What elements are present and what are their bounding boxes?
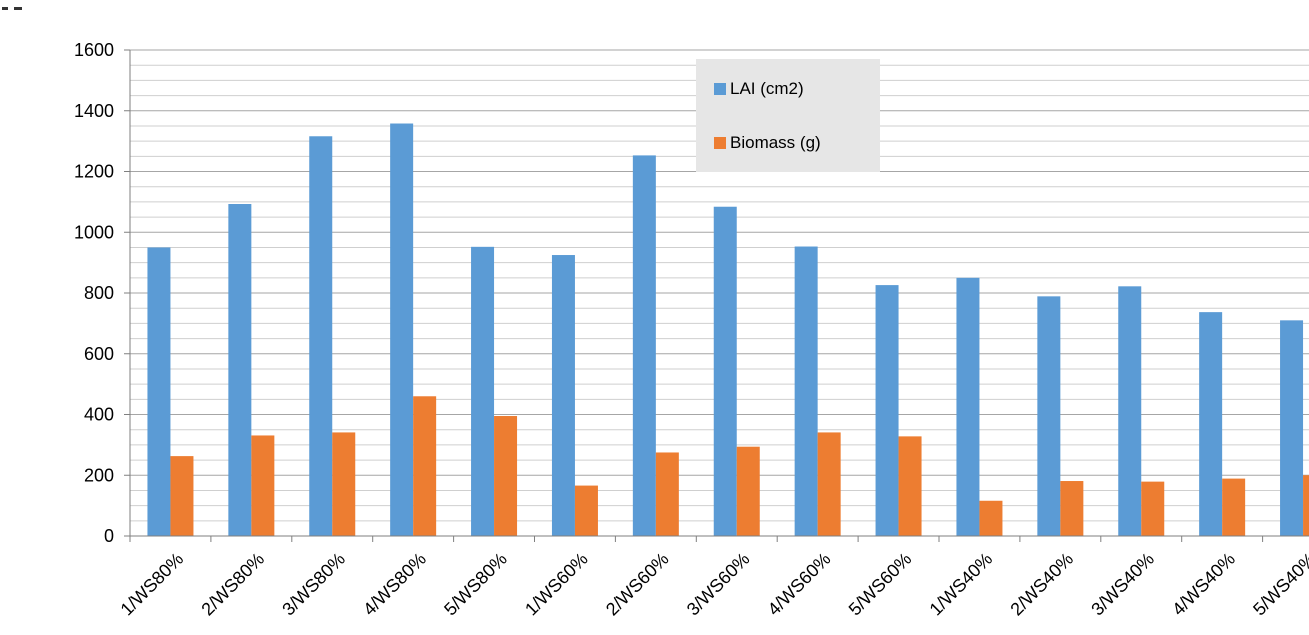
legend-label-biomass: Biomass (g) xyxy=(730,133,821,152)
x-tick-label: 5/WS60% xyxy=(845,549,916,620)
y-tick-label: 1600 xyxy=(74,40,114,60)
y-tick-label: 200 xyxy=(84,465,114,485)
bar-lai-15 xyxy=(1280,320,1304,536)
bar-lai-11 xyxy=(956,277,980,536)
x-tick-label: 4/WS40% xyxy=(1168,549,1239,620)
bar-biomass-2 xyxy=(251,435,275,536)
bar-biomass-13 xyxy=(1141,481,1165,536)
bar-lai-5 xyxy=(471,246,495,536)
bar-lai-8 xyxy=(713,206,737,537)
y-tick-label: 400 xyxy=(84,405,114,425)
x-tick-labels: 1/WS80% 2/WS80% 3/WS80% 4/WS80% 5/WS80% 1/WS6… xyxy=(117,549,1309,620)
bar-biomass-14 xyxy=(1222,478,1246,536)
bar-lai-10 xyxy=(875,285,899,536)
bar-lai-3 xyxy=(309,136,333,536)
bar-lai-1 xyxy=(147,247,171,536)
y-tick-label: 0 xyxy=(104,526,114,546)
x-tick-label: 3/WS40% xyxy=(1087,549,1158,620)
bar-biomass-6 xyxy=(574,485,598,536)
bar-lai-7 xyxy=(632,155,656,536)
bar-lai-14 xyxy=(1199,312,1223,536)
bar-lai-4 xyxy=(390,123,414,536)
axes xyxy=(124,49,1309,542)
legend-item-biomass: Biomass (g) xyxy=(714,133,821,153)
legend-item-lai: LAI (cm2) xyxy=(714,79,804,99)
bar-biomass-3 xyxy=(332,432,356,536)
chart-legend: LAI (cm2) Biomass (g) xyxy=(696,59,880,172)
y-tick-label: 600 xyxy=(84,344,114,364)
cropped-glyph xyxy=(0,0,24,10)
bar-biomass-1 xyxy=(170,456,194,536)
y-tick-label: 800 xyxy=(84,283,114,303)
x-tick-label: 1/WS40% xyxy=(926,549,997,620)
bar-biomass-12 xyxy=(1060,481,1084,536)
y-tick-label: 1400 xyxy=(74,101,114,121)
y-tick-labels: 0 200 400 600 800 1000 1200 1400 1600 xyxy=(74,40,114,546)
bar-biomass-11 xyxy=(979,500,1003,536)
bar-lai-12 xyxy=(1037,296,1061,536)
bar-biomass-5 xyxy=(494,416,518,536)
bar-biomass-4 xyxy=(413,396,437,536)
bar-lai-13 xyxy=(1118,286,1142,536)
x-tick-label: 5/WS80% xyxy=(440,549,511,620)
bars xyxy=(147,123,1309,537)
y-tick-label: 1200 xyxy=(74,162,114,182)
legend-swatch-lai xyxy=(714,83,726,95)
bar-biomass-8 xyxy=(736,446,760,536)
bar-biomass-10 xyxy=(898,436,922,536)
bar-biomass-7 xyxy=(655,452,679,536)
x-tick-label: 2/WS80% xyxy=(197,549,268,620)
x-tick-label: 4/WS60% xyxy=(764,549,835,620)
x-tick-label: 1/WS60% xyxy=(521,549,592,620)
legend-label-lai: LAI (cm2) xyxy=(730,79,804,98)
bar-lai-2 xyxy=(228,204,252,536)
legend-swatch-biomass xyxy=(714,137,726,149)
x-tick-label: 4/WS80% xyxy=(359,549,430,620)
bar-biomass-9 xyxy=(817,432,841,536)
x-tick-label: 5/WS40% xyxy=(1249,549,1309,620)
x-tick-label: 1/WS80% xyxy=(117,549,188,620)
bar-biomass-15 xyxy=(1303,475,1309,536)
x-tick-label: 2/WS40% xyxy=(1006,549,1077,620)
x-tick-label: 3/WS80% xyxy=(278,549,349,620)
x-tick-label: 3/WS60% xyxy=(683,549,754,620)
y-tick-label: 1000 xyxy=(74,222,114,242)
x-tick-label: 2/WS60% xyxy=(602,549,673,620)
bar-lai-9 xyxy=(794,246,818,536)
bar-lai-6 xyxy=(551,255,575,536)
